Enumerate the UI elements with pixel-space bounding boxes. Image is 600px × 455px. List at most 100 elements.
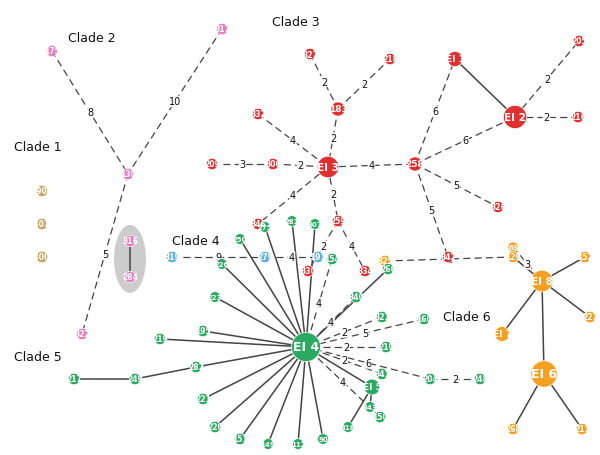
Text: 326: 326 <box>490 203 506 212</box>
Circle shape <box>474 374 486 385</box>
Circle shape <box>350 292 362 303</box>
Text: 266: 266 <box>380 265 396 274</box>
Text: 129: 129 <box>505 253 521 262</box>
Circle shape <box>36 186 48 197</box>
Text: 319: 319 <box>164 253 180 262</box>
Text: 4: 4 <box>340 377 346 387</box>
Text: 334: 334 <box>357 267 373 276</box>
Text: 112: 112 <box>291 441 305 447</box>
Circle shape <box>122 169 134 180</box>
Circle shape <box>507 423 519 435</box>
Circle shape <box>380 342 392 353</box>
Circle shape <box>365 402 376 413</box>
Text: 322: 322 <box>74 330 90 339</box>
Text: 4: 4 <box>349 242 355 252</box>
Text: Clade 3: Clade 3 <box>272 15 320 28</box>
Circle shape <box>267 159 279 170</box>
Text: 341: 341 <box>374 369 390 379</box>
Circle shape <box>384 54 396 66</box>
Text: Clade 4: Clade 4 <box>172 235 220 248</box>
Text: 150: 150 <box>372 413 388 422</box>
Circle shape <box>287 216 298 227</box>
Circle shape <box>260 222 271 233</box>
Text: EI 7: EI 7 <box>493 330 512 339</box>
Text: 9903: 9903 <box>32 187 53 196</box>
Circle shape <box>197 326 209 337</box>
Circle shape <box>492 202 504 213</box>
Circle shape <box>124 236 136 247</box>
Text: 2: 2 <box>452 374 458 384</box>
Text: 327: 327 <box>302 51 318 59</box>
Text: 2: 2 <box>341 356 347 366</box>
Circle shape <box>494 327 509 342</box>
Circle shape <box>216 24 228 35</box>
Text: 191: 191 <box>310 253 326 262</box>
Text: 217: 217 <box>66 374 82 384</box>
Text: 2: 2 <box>544 113 550 123</box>
Text: 2: 2 <box>330 190 336 200</box>
Text: 175: 175 <box>44 47 60 56</box>
Text: 4: 4 <box>289 253 295 263</box>
Text: 9: 9 <box>215 253 221 263</box>
Circle shape <box>302 266 314 277</box>
Circle shape <box>206 159 218 170</box>
Text: 281: 281 <box>285 218 299 224</box>
Circle shape <box>310 219 320 230</box>
Circle shape <box>572 112 584 123</box>
Text: 284: 284 <box>122 273 138 282</box>
Text: 258: 258 <box>406 160 424 169</box>
Circle shape <box>573 36 585 48</box>
Text: 223: 223 <box>208 294 222 300</box>
Circle shape <box>190 361 202 373</box>
Text: 227: 227 <box>582 313 598 322</box>
Circle shape <box>36 252 48 263</box>
Circle shape <box>507 252 519 263</box>
Circle shape <box>46 46 58 58</box>
Text: 2: 2 <box>321 77 327 87</box>
Circle shape <box>376 369 388 380</box>
Text: Clade 6: Clade 6 <box>443 311 491 324</box>
Text: 316: 316 <box>122 237 138 246</box>
Circle shape <box>579 252 591 263</box>
Text: 5: 5 <box>362 328 368 338</box>
Text: 2: 2 <box>330 134 336 144</box>
Text: EI 8: EI 8 <box>531 276 553 286</box>
Text: 268: 268 <box>505 425 521 434</box>
Text: 275: 275 <box>258 224 272 231</box>
Text: 90: 90 <box>318 436 328 442</box>
Text: 5: 5 <box>428 206 434 216</box>
Circle shape <box>576 423 588 435</box>
Text: 226: 226 <box>215 262 229 268</box>
Circle shape <box>259 252 271 263</box>
Text: 259: 259 <box>330 217 346 226</box>
Text: 154: 154 <box>324 255 340 264</box>
Text: 248: 248 <box>472 374 488 384</box>
Circle shape <box>359 266 371 277</box>
Text: 205: 205 <box>571 37 587 46</box>
Text: 325: 325 <box>377 257 393 266</box>
Text: EI 6: EI 6 <box>531 368 557 381</box>
Circle shape <box>531 361 557 387</box>
Text: Clade 1: Clade 1 <box>14 141 62 154</box>
Text: 306: 306 <box>265 160 281 169</box>
Text: 4: 4 <box>290 191 296 201</box>
Text: 219: 219 <box>152 335 168 344</box>
Text: EI 3: EI 3 <box>317 162 339 172</box>
Text: 4: 4 <box>328 317 334 327</box>
Circle shape <box>292 333 320 362</box>
Text: 279: 279 <box>257 253 273 262</box>
Circle shape <box>209 292 220 303</box>
Text: 6: 6 <box>462 136 468 146</box>
Circle shape <box>312 252 324 263</box>
Circle shape <box>374 411 386 423</box>
Text: 5: 5 <box>454 181 460 191</box>
Ellipse shape <box>114 226 146 293</box>
Circle shape <box>364 379 380 395</box>
Text: 210: 210 <box>378 343 394 352</box>
Circle shape <box>317 434 328 445</box>
Circle shape <box>154 334 166 345</box>
Circle shape <box>376 312 388 323</box>
Text: 2: 2 <box>361 80 367 90</box>
Text: 330: 330 <box>300 267 316 276</box>
Text: 2: 2 <box>544 75 550 85</box>
